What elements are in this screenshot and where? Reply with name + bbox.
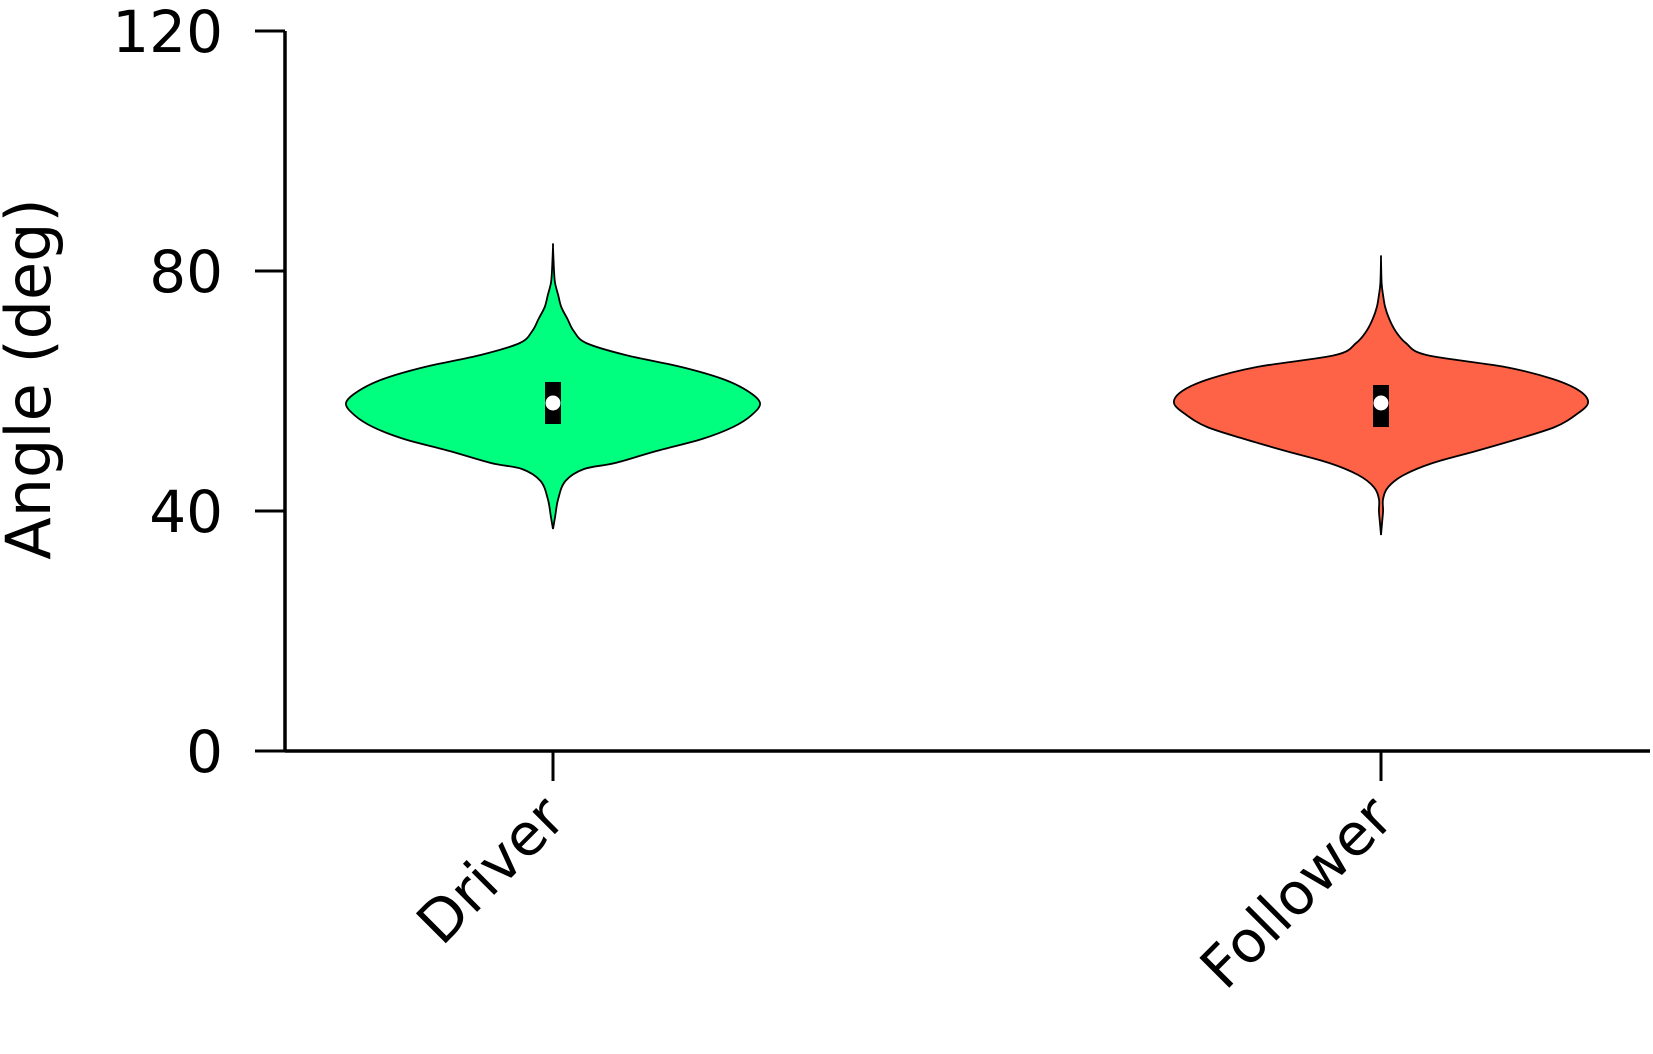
- x-tick-label-follower: Follower: [1187, 783, 1406, 1002]
- median-point-driver: [545, 395, 561, 411]
- violin-follower: [1173, 255, 1589, 536]
- y-axis-title: Angle (deg): [0, 198, 65, 559]
- x-tick-label-driver: Driver: [404, 783, 578, 957]
- y-tick-label: 40: [149, 478, 223, 546]
- median-point-follower: [1373, 395, 1389, 411]
- violin-driver: [345, 243, 761, 530]
- y-tick-label: 80: [149, 238, 223, 306]
- x-axis-ticks: Driver Follower: [404, 751, 1406, 1002]
- y-tick-label: 120: [112, 0, 223, 66]
- y-axis-ticks: 0 40 80 120: [112, 0, 285, 786]
- y-tick-label: 0: [186, 718, 223, 786]
- violin-series-group: [345, 243, 1589, 536]
